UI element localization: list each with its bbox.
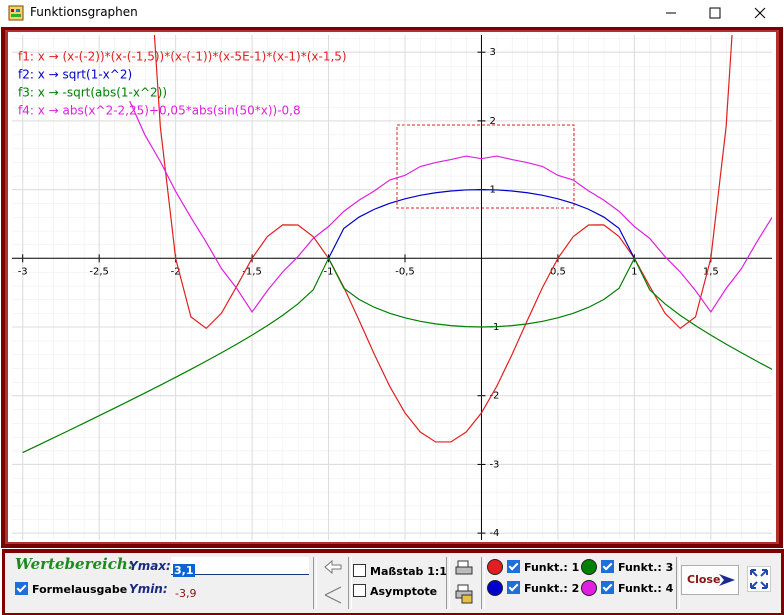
function-label: Funkt.: 3 (618, 561, 674, 574)
x-tick-label: 1 (631, 266, 637, 277)
close-button[interactable]: Close (681, 565, 739, 595)
separator (481, 557, 485, 609)
maximize-button[interactable] (747, 566, 771, 592)
app-icon (8, 5, 24, 21)
formula-label: f3: x → -sqrt(abs(1-x^2)) (18, 86, 167, 100)
color-button[interactable] (487, 559, 503, 575)
x-tick-label: 0,5 (550, 266, 566, 277)
y-tick-label: -1 (489, 322, 499, 333)
scale-label: Maßstab 1:1 (370, 565, 447, 578)
formula-output-label: Formelausgabe (32, 583, 128, 596)
function-label: Funkt.: 1 (524, 561, 580, 574)
separator (446, 557, 450, 609)
print-buttons[interactable] (454, 559, 476, 605)
x-tick-label: -0,5 (395, 266, 415, 277)
scale-checkbox[interactable]: Maßstab 1:1 (353, 564, 447, 578)
function-curve (328, 188, 635, 259)
function-checkbox[interactable]: Funkt.: 2 (507, 581, 579, 595)
function-curve (153, 35, 733, 443)
function-label: Funkt.: 2 (524, 582, 580, 595)
formula-label: f1: x → (x-(-2))*(x-(-1,5))*(x-(-1))*(x-… (18, 50, 347, 64)
x-tick-label: 1,5 (703, 266, 719, 277)
color-button[interactable] (581, 580, 597, 596)
function-checkbox[interactable]: Funkt.: 4 (601, 581, 673, 595)
function-label: Funkt.: 4 (618, 582, 674, 595)
function-curve (22, 256, 772, 454)
function-curve (129, 100, 772, 314)
ymin-label: Ymin: (129, 582, 168, 596)
curves (22, 35, 772, 454)
formula-output-checkbox[interactable]: Formelausgabe (15, 582, 127, 596)
title-bar: Funktionsgraphen (0, 0, 784, 26)
asymptote-label: Asymptote (370, 585, 438, 598)
ymax-value: 3,1 (173, 564, 195, 577)
separator (313, 557, 317, 609)
y-tick-label: 3 (489, 47, 495, 58)
ymin-value: -3,9 (175, 587, 197, 600)
color-button[interactable] (581, 559, 597, 575)
y-tick-label: -4 (489, 528, 499, 539)
y-tick-label: 2 (489, 116, 495, 127)
separator (676, 557, 680, 609)
close-label: Close (687, 573, 721, 586)
close-icon (719, 574, 735, 586)
arrow-buttons[interactable] (321, 559, 345, 605)
formula-label: f4: x → abs(x^2-2,25)+0,05*abs(sin(50*x)… (18, 104, 301, 118)
color-button[interactable] (487, 580, 503, 596)
control-panel: Wertebereich: Ymax: 3,1 Formelausgabe Ym… (2, 549, 784, 615)
window-buttons[interactable] (650, 0, 784, 26)
window-title: Funktionsgraphen (30, 5, 138, 19)
x-tick-label: -1 (324, 266, 334, 277)
separator (348, 557, 352, 609)
range-label: Wertebereich: (15, 555, 134, 573)
y-tick-label: -3 (489, 459, 499, 470)
asymptote-checkbox[interactable]: Asymptote (353, 584, 437, 598)
ymin-input[interactable]: -3,9 (171, 580, 309, 600)
x-tick-label: -1,5 (242, 266, 262, 277)
x-tick-label: -2 (171, 266, 181, 277)
x-tick-label: -2,5 (89, 266, 109, 277)
y-tick-label: -2 (489, 391, 499, 402)
plot-layer: -3 -2,5 -2 -1,5 -1 -0,5 0,5 1 1,5321-1-2-3-4f1: … (12, 35, 772, 540)
function-checkbox[interactable]: Funkt.: 3 (601, 560, 673, 574)
minor-grid (12, 35, 772, 540)
x-tick-label: -3 (18, 266, 28, 277)
ymax-label: Ymax: (129, 559, 171, 573)
formula-label: f2: x → sqrt(1-x^2) (18, 68, 132, 82)
plot: -3 -2,5 -2 -1,5 -1 -0,5 0,5 1 1,5321-1-2-3-4f1: … (1, 27, 783, 548)
ymax-input[interactable]: 3,1 (171, 557, 309, 577)
function-checkbox[interactable]: Funkt.: 1 (507, 560, 579, 574)
